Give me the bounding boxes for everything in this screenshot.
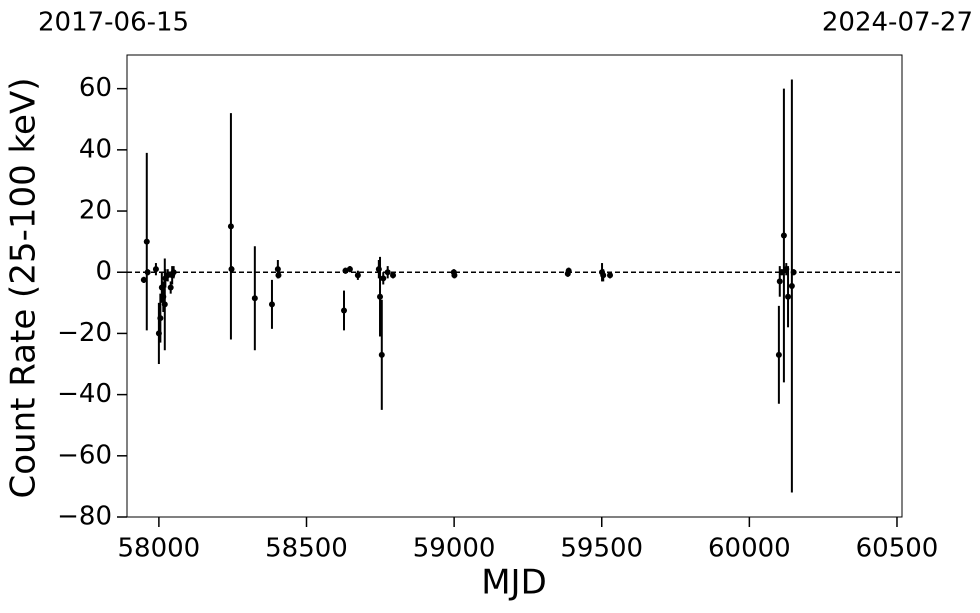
x-tick-label: 60000 bbox=[708, 534, 791, 564]
x-tick-label: 59000 bbox=[413, 534, 496, 564]
data-point bbox=[228, 266, 235, 273]
data-point bbox=[346, 266, 353, 273]
data-point bbox=[227, 223, 234, 230]
data-point bbox=[788, 283, 795, 289]
data-point bbox=[341, 307, 347, 314]
data-point bbox=[780, 232, 787, 239]
data-point bbox=[380, 275, 387, 282]
plot-frame bbox=[126, 54, 903, 518]
y-tick-label: 0 bbox=[95, 257, 112, 287]
y-tick-label: 40 bbox=[79, 134, 112, 164]
data-point bbox=[170, 269, 177, 276]
data-point bbox=[600, 272, 607, 279]
x-tick-label: 60500 bbox=[856, 534, 939, 564]
y-axis-label: Count Rate (25-100 keV) bbox=[4, 78, 44, 499]
data-point bbox=[790, 269, 797, 276]
data-point bbox=[144, 269, 151, 276]
y-tick-label: 60 bbox=[79, 73, 112, 103]
y-tick-label: −20 bbox=[57, 318, 112, 348]
y-tick-label: −80 bbox=[57, 502, 112, 532]
y-tick-label: −40 bbox=[57, 379, 112, 409]
data-point bbox=[776, 278, 783, 285]
data-point bbox=[378, 351, 385, 358]
x-axis-label: MJD bbox=[481, 563, 547, 603]
x-tick-label: 58000 bbox=[118, 534, 201, 564]
y-tick-label: −60 bbox=[57, 440, 112, 470]
data-point bbox=[451, 272, 458, 279]
y-tick-label: 20 bbox=[79, 196, 112, 226]
start-date: 2017-06-15 bbox=[38, 8, 189, 38]
data-point bbox=[157, 315, 164, 322]
data-point bbox=[268, 301, 275, 308]
data-point bbox=[251, 295, 258, 302]
data-point bbox=[275, 272, 282, 279]
data-point bbox=[565, 267, 572, 274]
data-point bbox=[390, 272, 397, 279]
x-tick-label: 58500 bbox=[265, 534, 348, 564]
data-point bbox=[354, 272, 361, 279]
data-point bbox=[143, 238, 150, 245]
data-point bbox=[785, 293, 792, 300]
end-date: 2024-07-27 bbox=[822, 8, 973, 38]
data-point bbox=[152, 266, 159, 273]
data-point bbox=[607, 272, 614, 279]
data-point bbox=[274, 266, 281, 273]
data-point bbox=[140, 276, 147, 283]
data-point bbox=[167, 284, 174, 291]
data-point bbox=[161, 301, 168, 308]
data-point bbox=[164, 272, 171, 279]
data-point bbox=[377, 293, 384, 300]
data-point bbox=[384, 269, 391, 276]
data-point bbox=[775, 351, 782, 358]
x-tick-label: 59500 bbox=[560, 534, 643, 564]
